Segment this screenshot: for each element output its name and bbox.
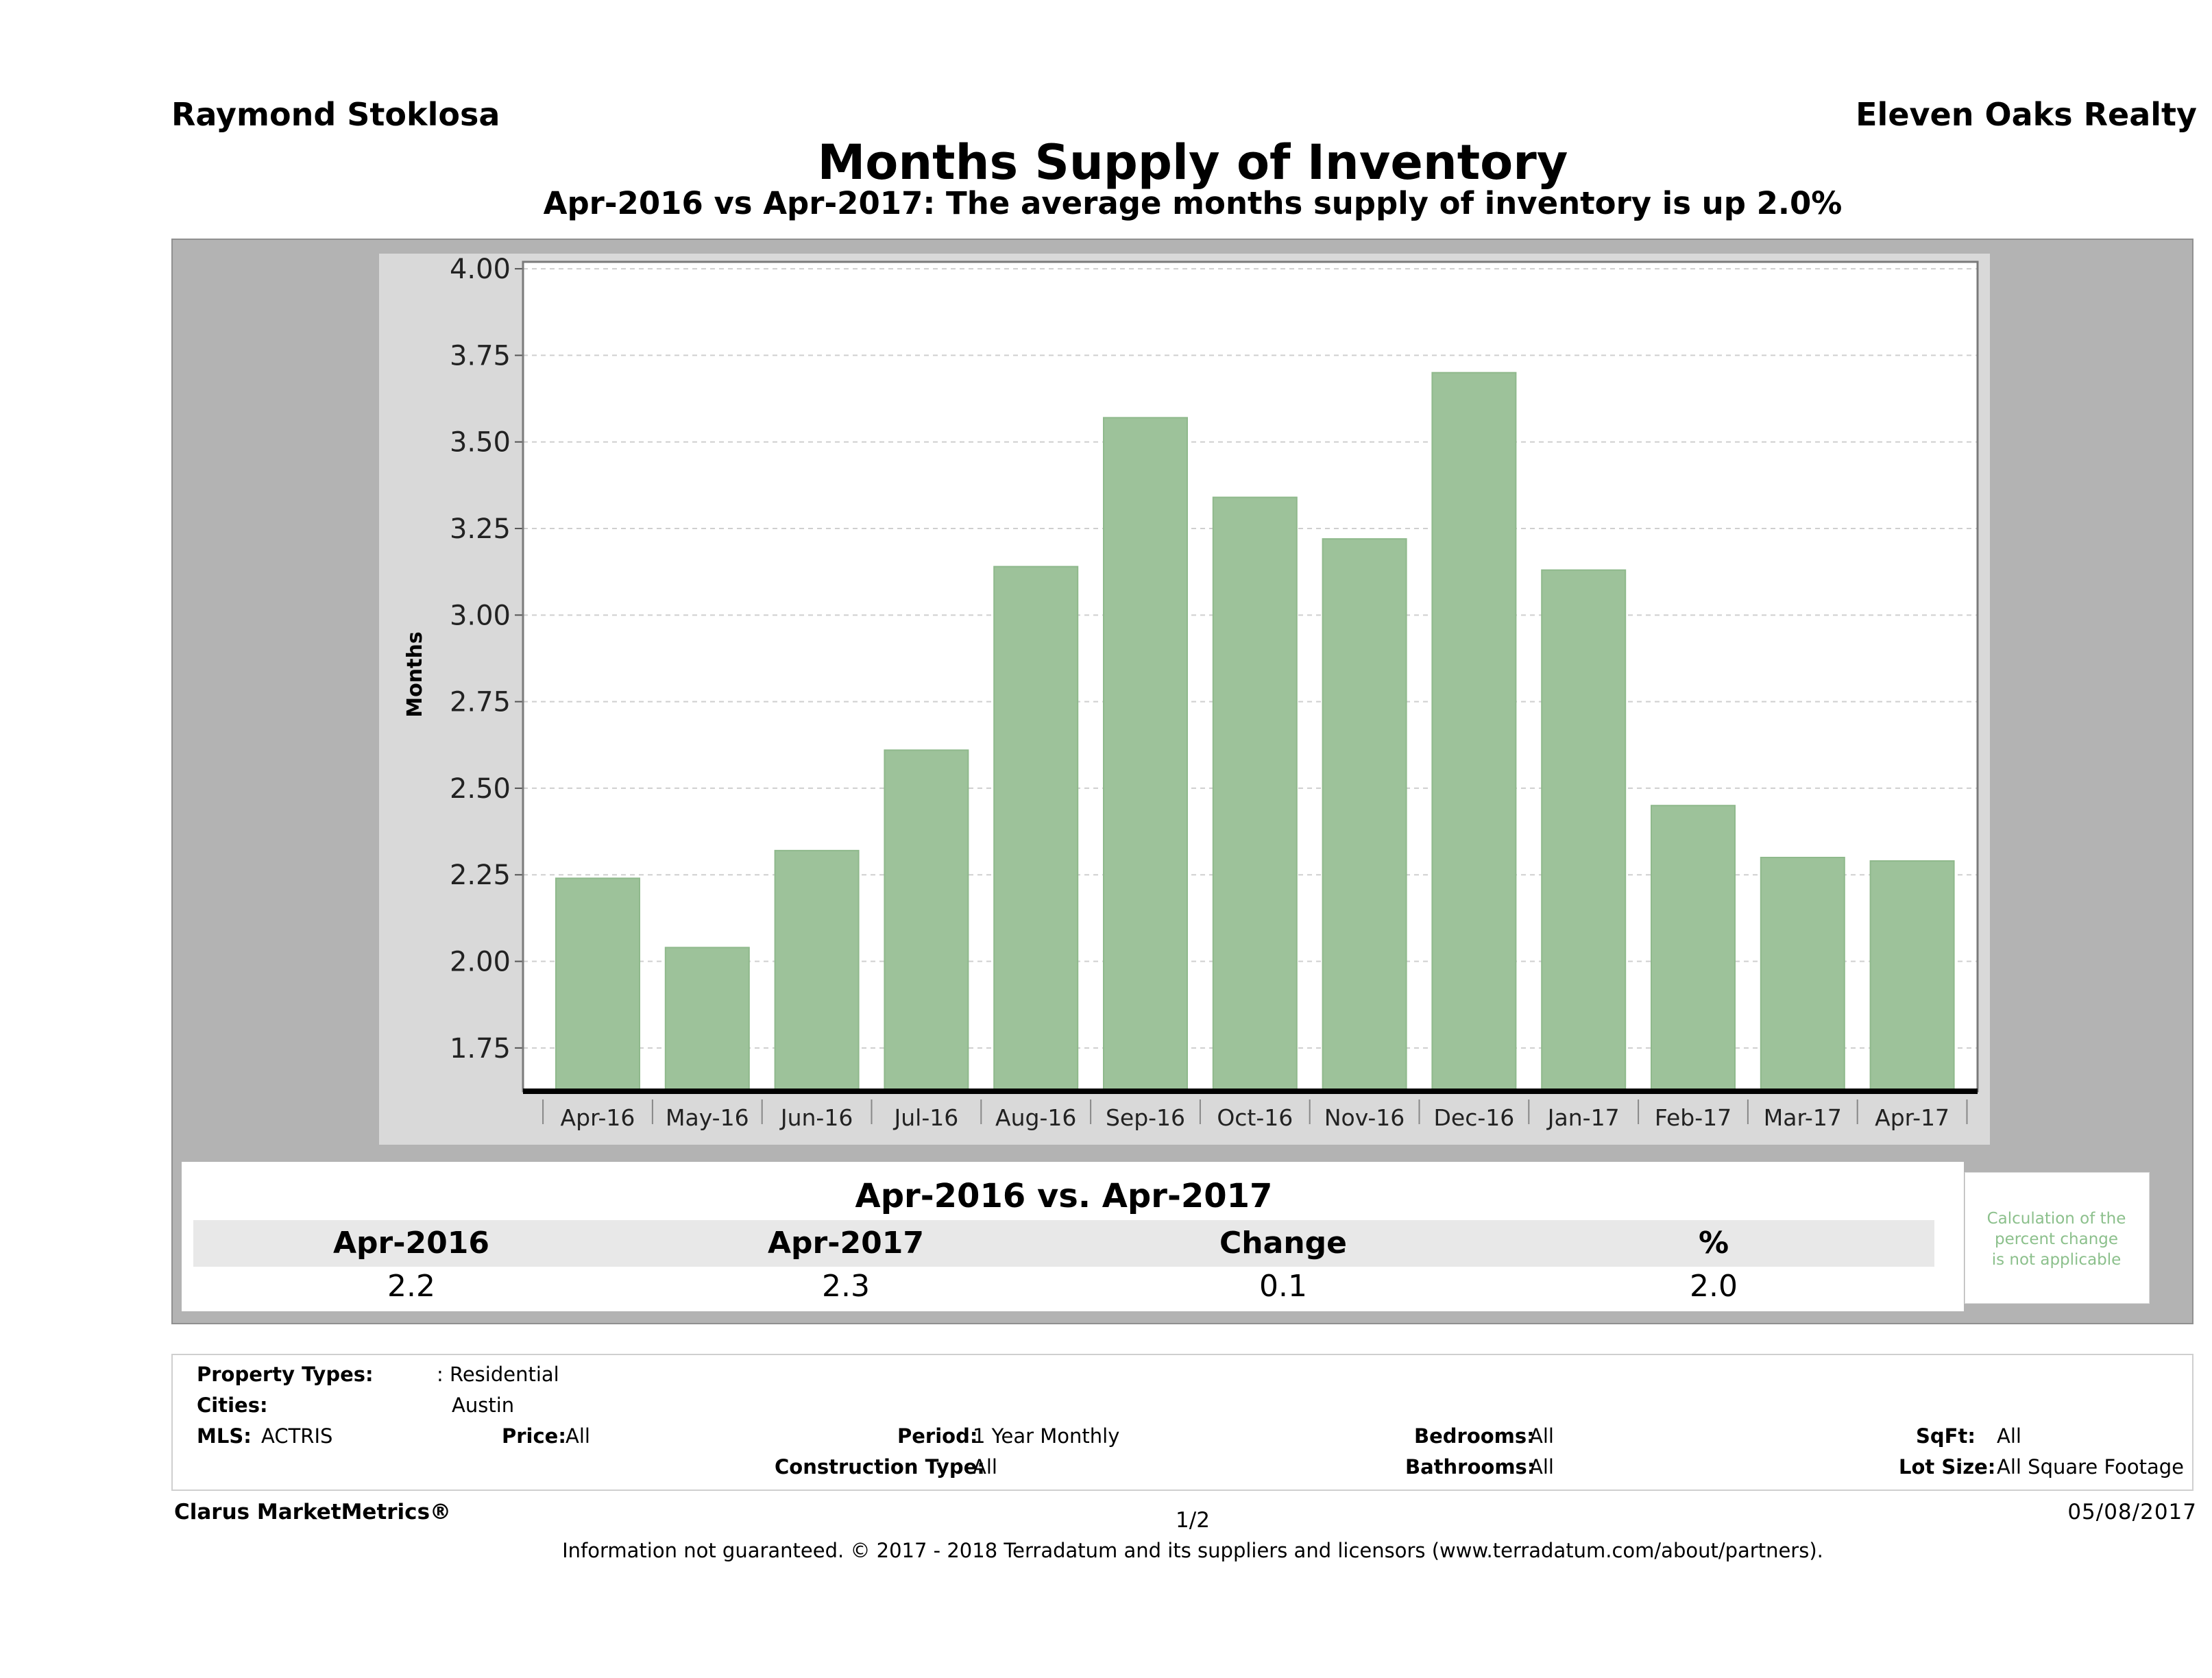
percent-note-line-3: is not applicable: [1991, 1251, 2122, 1269]
bar-chart: 1.75 2.00 2.25 2.50 2.75 3.00 3.25 3.50 3.75 4.00…: [403, 254, 1979, 1131]
disclaimer: Information not guaranteed. © 2017 - 201…: [562, 1539, 1823, 1562]
bedrooms-value: All: [1529, 1424, 1554, 1448]
percent-note-box: [1965, 1172, 2150, 1304]
header-percent: %: [1698, 1226, 1729, 1261]
percent-note-line-2: percent change: [1994, 1230, 2119, 1248]
construction-type-value: All: [973, 1455, 997, 1479]
bar-may-16: [664, 947, 750, 1093]
cities-label: Cities:: [197, 1394, 268, 1417]
x-tick-label: Mar-17: [1764, 1104, 1842, 1131]
lot-size-value: All Square Footage: [1997, 1455, 2185, 1479]
page-number: 1/2: [1176, 1508, 1210, 1533]
header-apr-2016: Apr-2016: [333, 1226, 489, 1261]
y-tick-label: 3.25: [450, 513, 511, 545]
comparison-header-row: Apr-2016 Apr-2017 Change %: [193, 1220, 1934, 1267]
x-tick-label: Feb-17: [1655, 1104, 1731, 1131]
percent-note-line-1: Calculation of the: [1986, 1210, 2126, 1228]
bar-jan-17: [1541, 569, 1627, 1092]
header-change: Change: [1219, 1226, 1347, 1261]
x-tick-label: Aug-16: [995, 1104, 1076, 1131]
cities-value: Austin: [452, 1394, 515, 1417]
y-tick-label: 2.00: [450, 947, 511, 978]
y-tick-label: 3.50: [450, 427, 511, 459]
property-types-value: : Residential: [437, 1363, 559, 1386]
bar-jun-16: [774, 849, 860, 1093]
sqft-label: SqFt:: [1916, 1424, 1976, 1448]
x-tick-label: Oct-16: [1217, 1104, 1293, 1131]
y-tick-label: 2.50: [450, 773, 511, 805]
x-tick-label: Apr-17: [1875, 1104, 1949, 1131]
page-title: Months Supply of Inventory: [817, 134, 1568, 191]
price-label: Price:: [502, 1424, 566, 1448]
y-tick-label: 4.00: [450, 254, 511, 285]
comparison-value-row: 2.2 2.3 0.1 2.0: [193, 1267, 1934, 1306]
value-percent: 2.0: [1690, 1269, 1738, 1304]
bar-jul-16: [884, 749, 969, 1092]
construction-type-label: Construction Type:: [775, 1455, 985, 1479]
bar-mar-17: [1760, 856, 1845, 1093]
property-types-label: Property Types:: [197, 1363, 374, 1386]
mls-label: MLS:: [197, 1424, 252, 1448]
gridlines: [523, 268, 1978, 1049]
x-tick-label: May-16: [666, 1104, 749, 1131]
bar-apr-16: [555, 877, 640, 1092]
y-tick-label: 2.25: [450, 860, 511, 891]
bedrooms-label: Bedrooms:: [1414, 1424, 1535, 1448]
sqft-value: All: [1997, 1424, 2021, 1448]
period-value: 1 Year Monthly: [973, 1424, 1120, 1448]
x-tick-label: Dec-16: [1434, 1104, 1515, 1131]
bar-nov-16: [1322, 538, 1407, 1092]
bar-dec-16: [1431, 372, 1517, 1092]
x-tick-label: Jul-16: [893, 1104, 959, 1131]
y-tick-label: 2.75: [450, 687, 511, 718]
lot-size-label: Lot Size:: [1899, 1455, 1996, 1479]
x-tick-label: Jun-16: [779, 1104, 853, 1131]
bathrooms-value: All: [1529, 1455, 1554, 1479]
bar-feb-17: [1651, 805, 1736, 1092]
header-apr-2017: Apr-2017: [768, 1226, 924, 1261]
value-apr-2016: 2.2: [387, 1269, 435, 1304]
x-tick-label: Apr-16: [561, 1104, 635, 1131]
y-axis-label: Months: [403, 631, 427, 717]
comparison-title: Apr-2016 vs. Apr-2017: [193, 1172, 1934, 1220]
x-axis-ticks: Apr-16 May-16 Jun-16 Jul-16 Aug-16 Sep-16 Oct-…: [542, 1099, 1968, 1131]
filters-panel: [171, 1354, 2193, 1491]
page-subtitle: Apr-2016 vs Apr-2017: The average months…: [543, 185, 1843, 221]
agent-name: Raymond Stoklosa: [171, 96, 500, 133]
bar-aug-16: [993, 566, 1079, 1092]
bar-sep-16: [1103, 417, 1188, 1093]
value-apr-2017: 2.3: [822, 1269, 870, 1304]
mls-value: ACTRIS: [261, 1424, 333, 1448]
y-axis-ticks: 1.75 2.00 2.25 2.50 2.75 3.00 3.25 3.50 3.75 4.00: [450, 254, 523, 1065]
bar-apr-17: [1869, 860, 1955, 1092]
x-tick-label: Jan-17: [1546, 1104, 1620, 1131]
period-label: Period:: [897, 1424, 978, 1448]
y-tick-label: 3.00: [450, 600, 511, 631]
brokerage-name: Eleven Oaks Realty: [1856, 96, 2197, 133]
value-change: 0.1: [1259, 1269, 1307, 1304]
bathrooms-label: Bathrooms:: [1405, 1455, 1535, 1479]
bars: [555, 372, 1955, 1093]
price-value: All: [566, 1424, 590, 1448]
y-tick-label: 3.75: [450, 340, 511, 372]
footer-brand: Clarus MarketMetrics®: [174, 1500, 452, 1524]
y-tick-label: 1.75: [450, 1033, 511, 1065]
bar-oct-16: [1212, 496, 1298, 1092]
report-date: 05/08/2017: [2067, 1500, 2197, 1524]
x-tick-label: Nov-16: [1324, 1104, 1405, 1131]
percent-note: Calculation of the percent change is not…: [1965, 1208, 2148, 1270]
x-tick-label: Sep-16: [1106, 1104, 1185, 1131]
